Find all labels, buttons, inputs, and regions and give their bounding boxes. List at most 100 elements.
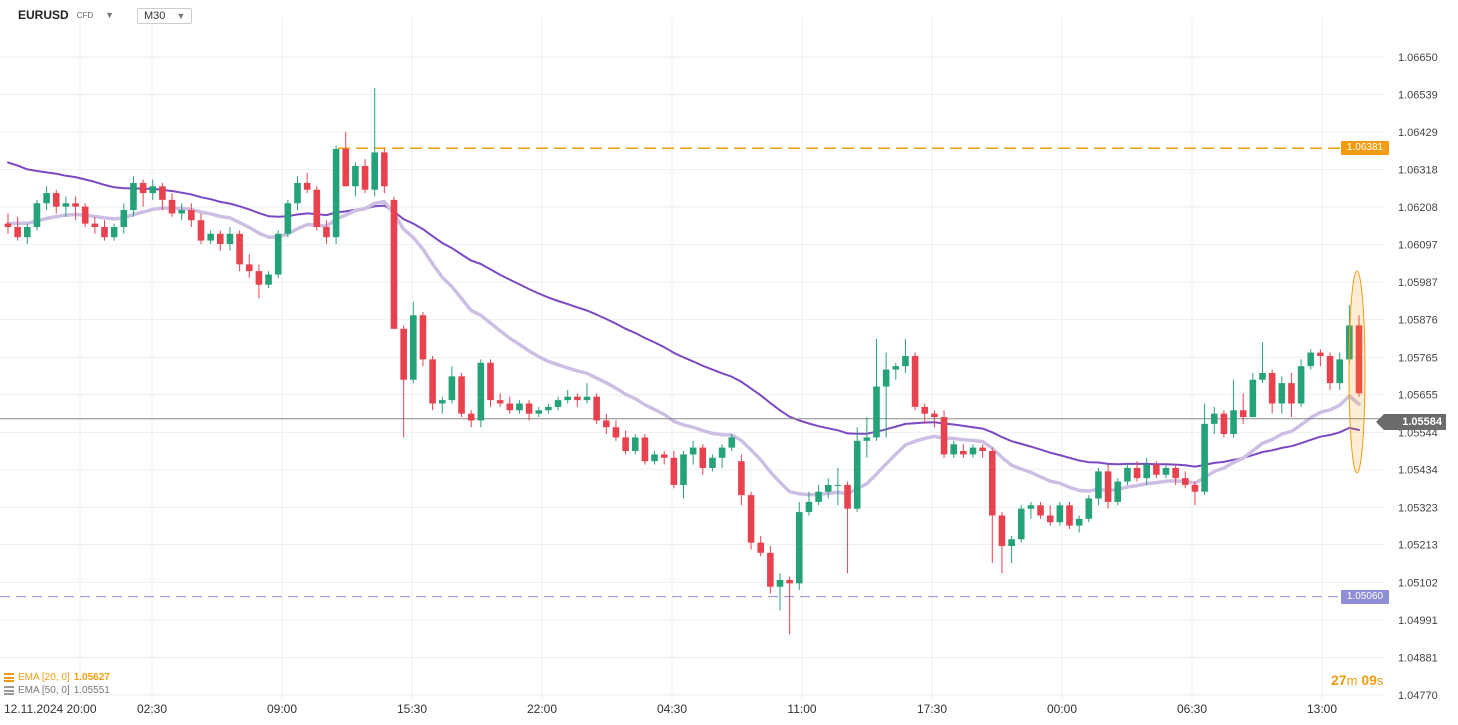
candle-body: [1230, 410, 1237, 435]
y-tick-label: 1.04991: [1398, 615, 1438, 627]
candle-body: [294, 182, 301, 204]
upper-level-tag[interactable]: 1.06381: [1341, 141, 1389, 156]
candle-body: [1182, 478, 1189, 485]
candle-body: [805, 501, 813, 513]
candle-body: [863, 437, 871, 441]
candle-body: [1162, 467, 1170, 475]
current-price-tag: 1.05584: [1376, 414, 1446, 430]
indicator-legend: EMA [20, 0] 1.05627 EMA [50, 0] 1.05551: [4, 671, 110, 697]
candle-body: [313, 189, 321, 228]
indicator-label: EMA [50, 0]: [18, 685, 70, 696]
candle-body: [139, 182, 147, 194]
last-candle-highlight: [1348, 270, 1366, 474]
candle-body: [332, 148, 340, 238]
candle-body: [101, 227, 108, 238]
symbol-type: CFD: [76, 10, 94, 20]
caret-down-icon[interactable]: ▼: [105, 10, 115, 20]
candle-body: [159, 186, 166, 200]
candle-body: [1008, 539, 1015, 547]
price-axis[interactable]: 1.06650 1.06539 1.06429 1.06318 1.06208 1.060…: [1398, 52, 1438, 702]
candle-body: [1075, 518, 1083, 526]
candle-body: [960, 450, 967, 455]
candle-body: [188, 210, 195, 221]
y-tick-label: 1.04881: [1398, 652, 1438, 664]
candle-body: [390, 199, 398, 329]
y-tick-label: 1.06318: [1398, 165, 1438, 177]
candle-body: [911, 355, 919, 407]
candle-body: [844, 484, 851, 509]
chart-grid: [0, 18, 1385, 700]
candle-body: [1307, 352, 1315, 367]
candle-body: [738, 461, 745, 496]
candle-body: [120, 210, 128, 228]
y-tick-label: 1.06097: [1398, 240, 1438, 252]
y-tick-label: 1.05323: [1398, 502, 1438, 514]
candle-body: [747, 495, 755, 543]
candle-body: [902, 355, 909, 367]
candle-body: [1249, 379, 1257, 418]
candle-body: [699, 447, 707, 468]
candle-body: [1268, 372, 1276, 404]
y-tick-label: 1.05102: [1398, 577, 1438, 589]
x-tick-label: 09:00: [267, 702, 297, 716]
candle-body: [24, 227, 31, 238]
candle-body: [535, 410, 543, 414]
candle-body: [593, 396, 600, 421]
y-tick-label: 1.05434: [1398, 465, 1438, 477]
candle-body: [680, 454, 687, 485]
candle-body: [419, 315, 427, 360]
candle-body: [622, 437, 629, 451]
candle-body: [1297, 366, 1305, 404]
candle-body: [1201, 423, 1208, 492]
candle-body: [284, 203, 292, 234]
ema-20-series: [6, 199, 1361, 497]
caret-down-icon: ▼: [176, 11, 186, 21]
candle-body: [1288, 383, 1295, 404]
lower-level-tag[interactable]: 1.05060: [1341, 589, 1389, 604]
candle-body: [458, 376, 465, 414]
candle-body: [130, 182, 137, 211]
horizontal-levels: [0, 147, 1390, 598]
candle-body: [400, 328, 407, 380]
candle-body: [81, 206, 89, 224]
candle-body: [824, 484, 832, 492]
y-tick-label: 1.05987: [1398, 277, 1438, 289]
candle-body: [381, 152, 388, 187]
symbol-name: EURUSD: [18, 8, 69, 22]
candle-body: [303, 182, 311, 190]
timeframe-select[interactable]: M30 ▼: [137, 8, 193, 24]
candle-body: [1104, 471, 1112, 502]
x-tick-label: 13:00: [1307, 702, 1337, 716]
candle-body: [265, 274, 272, 285]
candle-body: [989, 450, 996, 516]
candle-body: [853, 440, 861, 509]
candle-body: [1220, 413, 1228, 435]
candle-body: [91, 223, 99, 228]
symbol-selector[interactable]: EURUSD CFD ▼: [18, 8, 114, 22]
candle-body: [361, 165, 369, 190]
candle-body: [651, 454, 658, 462]
candle-body: [1017, 508, 1025, 540]
candle-body: [1210, 413, 1218, 424]
candle-body: [554, 400, 562, 407]
candle-body: [487, 362, 494, 401]
candle-body: [564, 396, 571, 401]
candle-body: [149, 186, 157, 194]
time-axis[interactable]: 12.11.2024 20:00 02:30 09:00 15:30 22:00 04:3…: [4, 702, 1337, 716]
candle-body: [786, 579, 793, 584]
x-tick-label: 04:30: [657, 702, 687, 716]
candle-body: [834, 484, 842, 486]
candle-body: [43, 193, 50, 204]
y-tick-label: 1.05765: [1398, 352, 1438, 364]
candle-body: [873, 386, 880, 438]
indicator-row-ema20[interactable]: EMA [20, 0] 1.05627: [4, 671, 110, 684]
candle-body: [660, 454, 668, 458]
candle-body: [516, 403, 523, 411]
candle-body: [4, 223, 12, 228]
candle-body: [1326, 355, 1334, 384]
candle-body: [921, 406, 929, 414]
candle-body: [1066, 505, 1073, 526]
indicator-row-ema50[interactable]: EMA [50, 0] 1.05551: [4, 684, 110, 697]
highlight-ellipse: [1348, 270, 1366, 474]
